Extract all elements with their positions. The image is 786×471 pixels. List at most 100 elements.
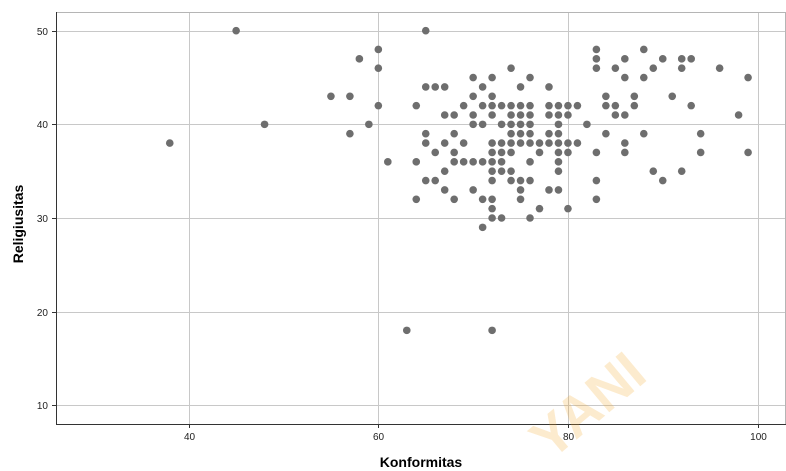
scatter-point	[526, 111, 534, 119]
scatter-point	[488, 195, 496, 204]
scatter-point	[592, 64, 601, 72]
scatter-point	[365, 120, 373, 129]
scatter-point	[668, 92, 677, 101]
scatter-point	[488, 139, 496, 147]
scatter-point	[507, 167, 515, 175]
scatter-point	[526, 129, 534, 138]
scatter-point	[592, 45, 601, 54]
scatter-point	[744, 73, 752, 82]
scatter-point	[469, 92, 477, 101]
scatter-point	[469, 111, 477, 119]
scatter-point	[554, 148, 563, 157]
scatter-point	[535, 139, 544, 147]
data-points	[165, 26, 752, 335]
scatter-point	[592, 195, 601, 204]
x-tick-label: 40	[184, 432, 196, 443]
scatter-point	[545, 129, 553, 138]
scatter-point	[497, 167, 506, 175]
scatter-point	[459, 139, 468, 147]
scatter-point	[450, 129, 458, 138]
scatter-point	[687, 55, 695, 63]
scatter-point	[516, 120, 525, 129]
scatter-point	[440, 139, 449, 147]
scatter-point	[450, 148, 458, 157]
scatter-point	[488, 158, 496, 166]
scatter-point	[554, 158, 563, 166]
scatter-point	[715, 64, 724, 72]
scatter-point	[440, 167, 449, 175]
scatter-point	[516, 176, 525, 185]
scatter-point	[497, 120, 506, 129]
scatter-point	[402, 326, 411, 335]
scatter-point	[497, 214, 506, 222]
scatter-point	[507, 111, 515, 119]
scatter-point	[440, 83, 449, 91]
scatter-point	[611, 111, 620, 119]
scatter-point	[639, 129, 648, 138]
scatter-point	[374, 45, 383, 54]
scatter-point	[545, 101, 553, 110]
scatter-point	[545, 83, 553, 91]
scatter-point	[611, 64, 620, 72]
scatter-point	[507, 120, 515, 129]
scatter-point	[554, 129, 563, 138]
scatter-point	[478, 120, 487, 129]
scatter-point	[355, 55, 364, 63]
scatter-point	[260, 120, 269, 129]
scatter-point	[488, 148, 496, 157]
scatter-point	[478, 158, 487, 166]
scatter-point	[440, 186, 449, 194]
scatter-point	[583, 120, 591, 129]
scatter-point	[488, 92, 496, 101]
x-axis-title: Konformitas	[380, 454, 463, 470]
scatter-point	[507, 101, 515, 110]
scatter-point	[421, 83, 430, 91]
scatter-point	[488, 326, 496, 335]
scatter-point	[507, 139, 515, 147]
scatter-point	[649, 167, 658, 175]
scatter-point	[602, 92, 610, 101]
scatter-point	[412, 101, 421, 110]
scatter-point	[507, 129, 515, 138]
y-tick-label: 30	[37, 214, 49, 225]
scatter-point	[459, 158, 468, 166]
scatter-point	[658, 55, 667, 63]
scatter-point	[346, 92, 354, 101]
scatter-point	[421, 176, 430, 185]
y-tick-label: 50	[37, 27, 49, 38]
scatter-point	[611, 101, 620, 110]
scatter-point	[526, 139, 534, 147]
scatter-point	[478, 83, 487, 91]
scatter-point	[421, 26, 430, 35]
scatter-point	[488, 204, 496, 213]
scatter-point	[554, 120, 563, 129]
scatter-point	[431, 148, 440, 157]
scatter-point	[488, 167, 496, 175]
scatter-point	[526, 214, 534, 222]
scatter-point	[526, 158, 534, 166]
scatter-point	[412, 158, 421, 166]
scatter-point	[469, 186, 477, 194]
tick-labels: 40 60 80 100 10 20 30 40 50	[37, 27, 767, 443]
scatter-point	[516, 195, 525, 204]
scatter-point	[639, 45, 648, 54]
scatter-point	[592, 176, 601, 185]
scatter-point	[469, 73, 477, 82]
scatter-point	[384, 158, 392, 166]
scatter-point	[488, 214, 496, 222]
scatter-point	[469, 120, 477, 129]
scatter-point	[535, 204, 544, 213]
scatter-point	[526, 101, 534, 110]
scatter-point	[478, 223, 487, 232]
scatter-point	[602, 129, 610, 138]
scatter-point	[554, 139, 563, 147]
scatter-point	[564, 111, 572, 119]
scatter-point	[440, 111, 449, 119]
scatter-point	[554, 111, 563, 119]
scatter-point	[545, 186, 553, 194]
scatter-point	[469, 158, 477, 166]
scatter-point	[630, 101, 639, 110]
scatter-point	[497, 139, 506, 147]
scatter-point	[526, 73, 534, 82]
